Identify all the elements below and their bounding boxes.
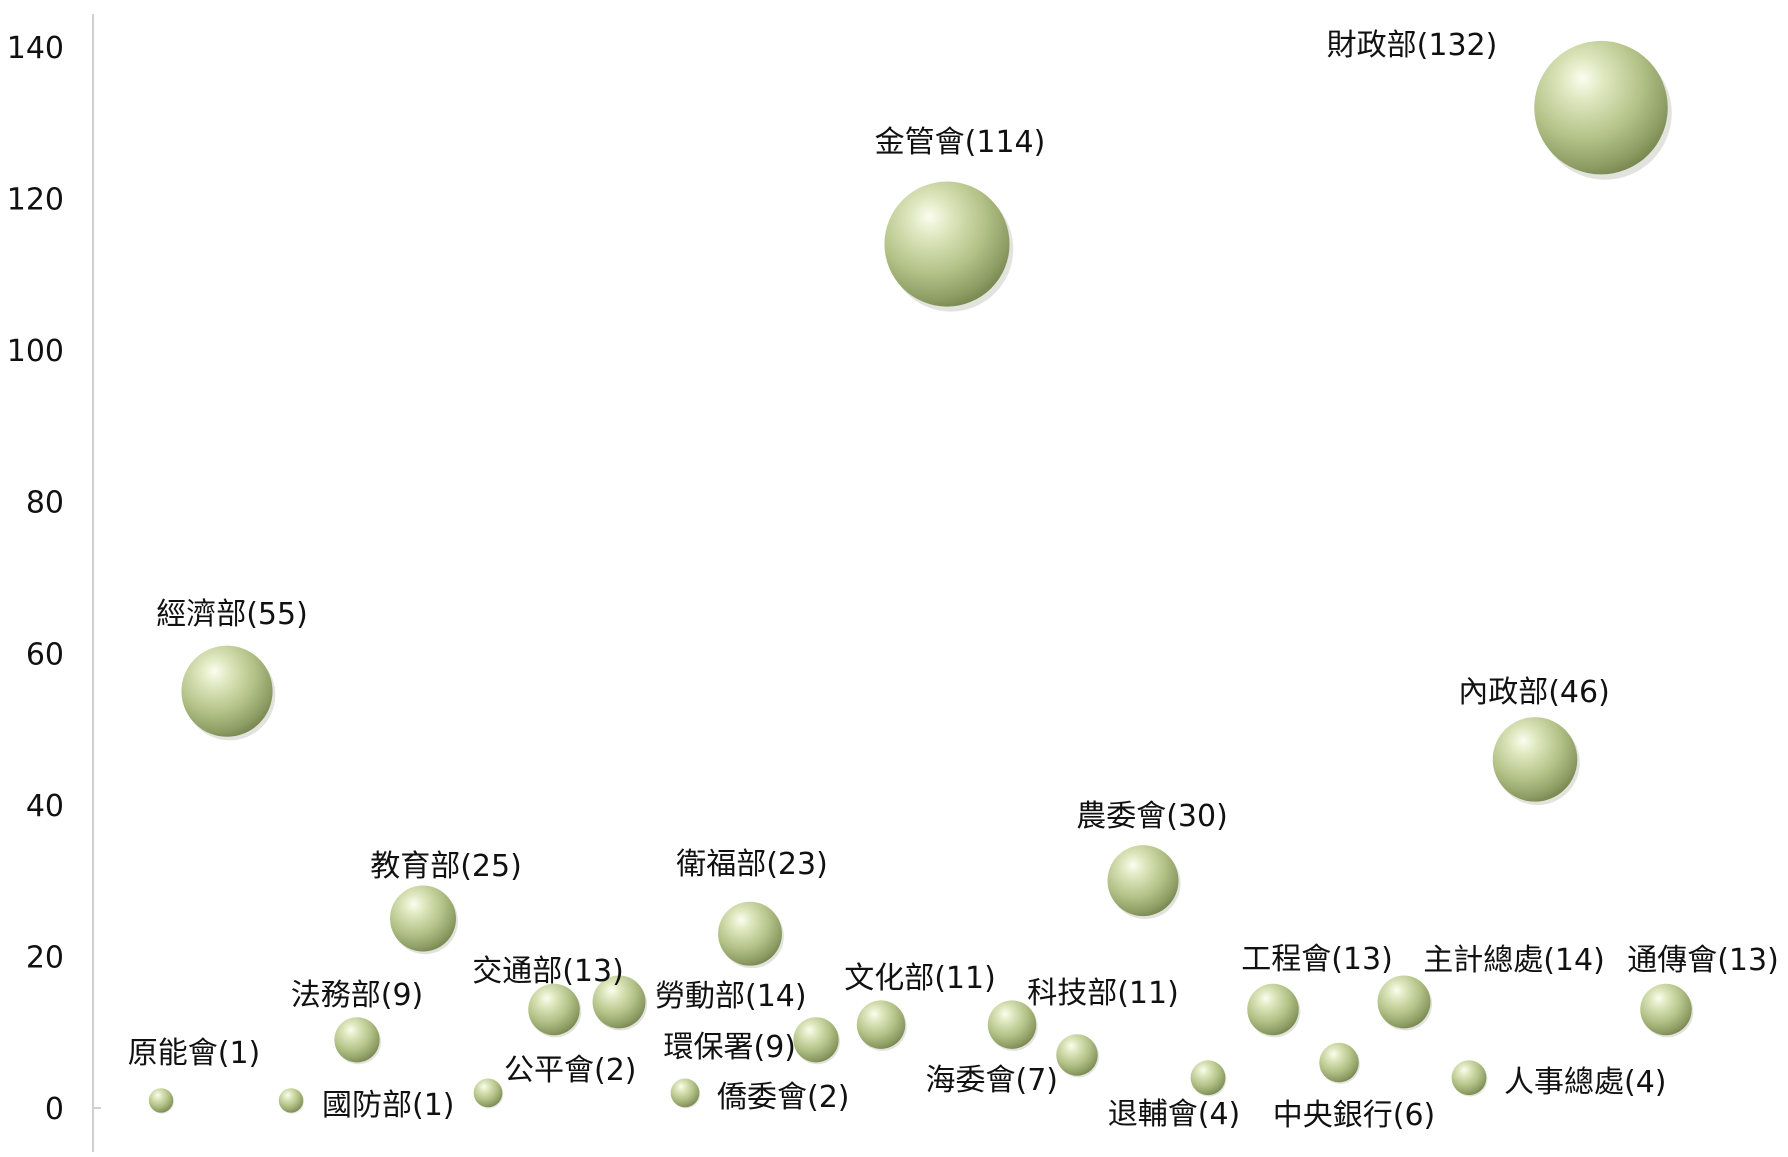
bubble-label: 金管會(114) (875, 125, 1046, 160)
bubble (1319, 1042, 1359, 1083)
y-tick-label: 60 (26, 637, 64, 672)
bubble-label: 勞動部(14) (655, 979, 807, 1014)
bubble-label: 文化部(11) (844, 961, 996, 996)
bubble (1640, 983, 1692, 1036)
bubble (856, 1000, 906, 1049)
bubble (181, 645, 273, 737)
label-layer: 原能會(1) 經濟部(55) 國防部(1) 法務部(9) 教育部(25) 公平會(2) 交通… (128, 28, 1779, 1133)
bubble (1190, 1060, 1226, 1096)
bubble-layer (148, 40, 1694, 1114)
bubble-label: 衛福部(23) (676, 847, 828, 882)
y-tick-label: 80 (26, 486, 64, 521)
bubble-label: 農委會(30) (1076, 799, 1228, 834)
bubble (670, 1078, 700, 1108)
y-tick-label: 40 (26, 789, 64, 824)
bubble-label: 公平會(2) (504, 1053, 637, 1088)
bubble-label: 工程會(13) (1241, 942, 1393, 977)
y-tick-label: 20 (26, 940, 64, 975)
bubble-label: 海委會(7) (926, 1063, 1059, 1098)
bubble-label: 人事總處(4) (1504, 1065, 1667, 1100)
y-tick-label: 120 (7, 183, 64, 218)
bubble (1107, 845, 1179, 917)
bubble-label: 環保署(9) (664, 1030, 797, 1065)
bubble (1056, 1034, 1098, 1076)
bubble-label: 內政部(46) (1458, 675, 1610, 710)
y-tick-label: 100 (7, 334, 64, 369)
bubble (278, 1088, 304, 1113)
bubble-label: 教育部(25) (370, 849, 522, 884)
bubble (884, 181, 1010, 307)
axis-layer: 0 20 40 60 80 100 120 140 (7, 14, 101, 1152)
bubble-label: 財政部(132) (1327, 28, 1498, 63)
bubble (718, 901, 782, 966)
bubble (528, 983, 580, 1036)
y-tick-label: 140 (7, 31, 64, 66)
bubble (473, 1078, 503, 1108)
bubble (1534, 40, 1668, 175)
bubble (793, 1017, 839, 1063)
bubble-label: 退輔會(4) (1108, 1097, 1241, 1132)
bubble-label: 原能會(1) (128, 1036, 261, 1071)
bubble-label: 交通部(13) (472, 954, 624, 989)
y-tick-label: 0 (45, 1092, 64, 1127)
bubble (1247, 983, 1299, 1036)
bubble (1492, 717, 1578, 802)
bubble-label: 經濟部(55) (156, 597, 308, 632)
bubble-label: 僑委會(2) (717, 1080, 850, 1115)
bubble-label: 通傳會(13) (1627, 943, 1779, 978)
bubble (334, 1017, 380, 1063)
bubble (148, 1088, 174, 1113)
bubble-label: 中央銀行(6) (1273, 1098, 1436, 1133)
bubble-label: 科技部(11) (1027, 976, 1179, 1011)
bubble (592, 975, 646, 1029)
bubble (1377, 975, 1431, 1029)
bubble-label: 主計總處(14) (1423, 943, 1605, 978)
bubble (390, 885, 456, 952)
bubble-label: 法務部(9) (291, 978, 424, 1013)
bubble (1451, 1060, 1487, 1096)
bubble-label: 國防部(1) (322, 1088, 455, 1123)
bubble (987, 1000, 1037, 1049)
